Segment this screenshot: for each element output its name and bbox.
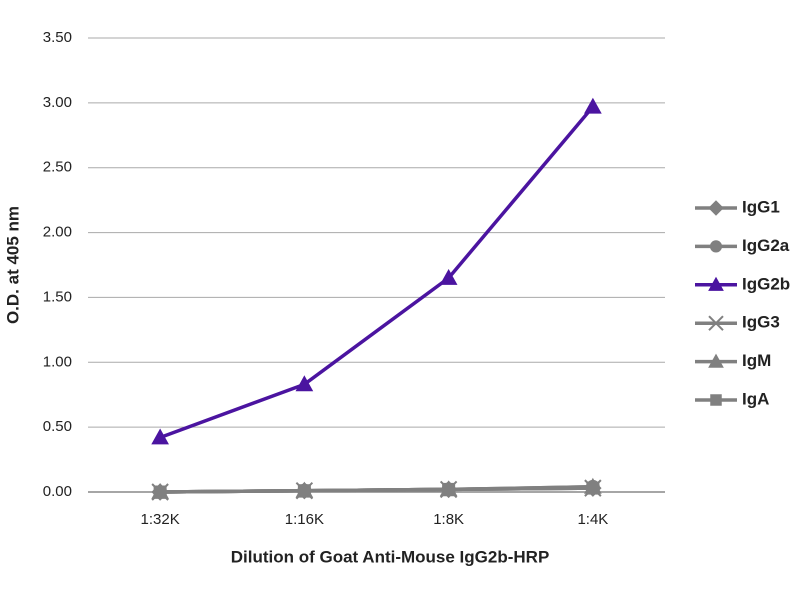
legend-marker [710, 394, 722, 406]
legend-marker [709, 240, 723, 253]
legend-label: IgG2b [742, 274, 790, 293]
y-tick-label: 0.50 [43, 418, 72, 435]
legend-label: IgG1 [742, 197, 780, 216]
legend-label: IgA [742, 389, 769, 408]
legend-marker [708, 353, 724, 368]
series-line [160, 486, 593, 494]
y-tick-label: 3.00 [43, 94, 72, 111]
marker [586, 481, 600, 495]
legend-label: IgG2a [742, 236, 790, 255]
legend-marker [708, 276, 724, 291]
y-tick-label: 1.50 [43, 288, 72, 305]
legend-marker [708, 200, 724, 216]
marker [151, 428, 169, 445]
x-tick-label: 1:16K [285, 511, 324, 528]
marker [295, 375, 314, 392]
legend-label: IgG3 [742, 313, 780, 332]
legend-label: IgM [742, 351, 771, 370]
marker [439, 268, 458, 285]
y-axis-label: O.D. at 405 nm [3, 206, 22, 324]
series-line [159, 105, 595, 440]
y-tick-label: 1.00 [43, 353, 72, 370]
x-axis-label: Dilution of Goat Anti-Mouse IgG2b-HRP [231, 547, 550, 566]
y-tick-label: 3.50 [43, 29, 72, 46]
marker [153, 485, 167, 499]
marker [297, 484, 311, 498]
x-tick-label: 1:32K [141, 511, 180, 528]
y-tick-label: 0.00 [43, 483, 72, 500]
legend-marker [708, 315, 724, 331]
marker [442, 482, 456, 496]
y-tick-label: 2.50 [43, 159, 72, 176]
marker [584, 97, 602, 114]
x-tick-label: 1:4K [577, 511, 608, 528]
y-tick-label: 2.00 [43, 224, 72, 241]
x-tick-label: 1:8K [433, 511, 464, 528]
